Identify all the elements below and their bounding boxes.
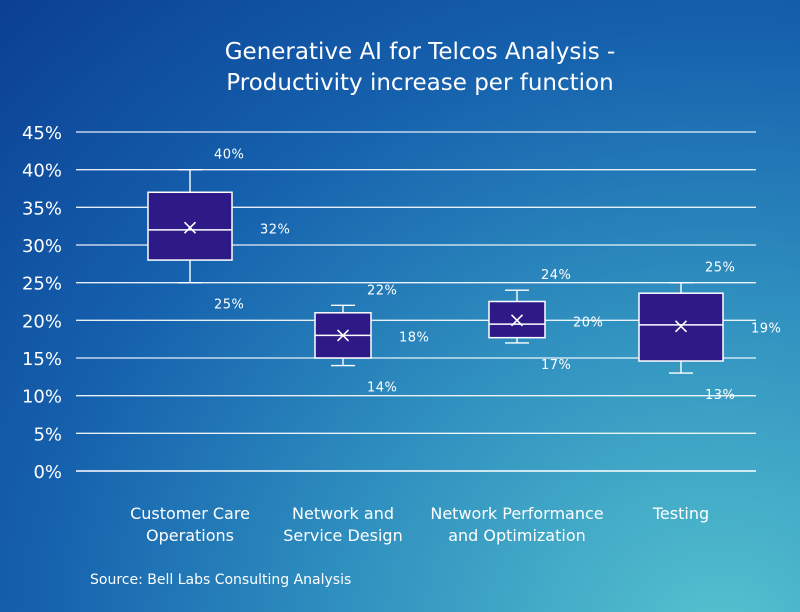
iqr-box bbox=[147, 191, 233, 261]
y-axis-ticks: 0% 5% 10% 15% 20% 25% 30% 35% 40% 45% bbox=[22, 123, 62, 483]
y-tick-label: 35% bbox=[22, 198, 62, 219]
box-group: 22% 18% 14% bbox=[314, 283, 429, 396]
mean-marker bbox=[336, 329, 350, 342]
box-group: 24% 20% 17% bbox=[488, 268, 603, 373]
mean-label: 18% bbox=[399, 330, 429, 345]
mean-marker bbox=[674, 320, 688, 333]
box-group: 25% 19% 13% bbox=[638, 261, 781, 403]
chart-title-line: Generative AI for Telcos Analysis - bbox=[225, 39, 616, 65]
y-tick-label: 25% bbox=[22, 274, 62, 295]
max-label: 22% bbox=[367, 283, 397, 298]
y-tick-label: 5% bbox=[33, 424, 62, 445]
mean-label: 19% bbox=[751, 321, 781, 336]
box-group: 40% 32% 25% bbox=[147, 148, 290, 313]
category-label: Customer Care bbox=[130, 504, 250, 523]
x-axis-categories: Customer Care Operations Network and Servic… bbox=[130, 504, 709, 545]
y-tick-label: 40% bbox=[22, 161, 62, 182]
source-note: Source: Bell Labs Consulting Analysis bbox=[90, 572, 351, 588]
mean-marker bbox=[183, 221, 197, 234]
y-tick-label: 30% bbox=[22, 236, 62, 257]
y-tick-label: 15% bbox=[22, 349, 62, 370]
category-label: Testing bbox=[652, 504, 709, 523]
max-label: 24% bbox=[541, 268, 571, 283]
chart-title-line: Productivity increase per function bbox=[226, 70, 613, 96]
min-label: 25% bbox=[214, 298, 244, 313]
category-label: Operations bbox=[146, 526, 234, 545]
category-label: Network and bbox=[292, 504, 394, 523]
boxes: 40% 32% 25% 22% 18% 14% 24% 20% 17% 25% 19% 13% bbox=[147, 148, 781, 403]
category-label: Service Design bbox=[283, 526, 402, 545]
y-tick-label: 10% bbox=[22, 387, 62, 408]
mean-label: 20% bbox=[573, 315, 603, 330]
y-tick-label: 0% bbox=[33, 462, 62, 483]
category-label: and Optimization bbox=[448, 526, 586, 545]
min-label: 13% bbox=[705, 388, 735, 403]
min-label: 14% bbox=[367, 381, 397, 396]
y-tick-label: 45% bbox=[22, 123, 62, 144]
mean-label: 32% bbox=[260, 223, 290, 238]
mean-marker bbox=[510, 314, 524, 327]
category-label: Network Performance bbox=[430, 504, 603, 523]
max-label: 25% bbox=[705, 261, 735, 276]
y-tick-label: 20% bbox=[22, 311, 62, 332]
max-label: 40% bbox=[214, 148, 244, 163]
chart-title: Generative AI for Telcos Analysis - Produ… bbox=[225, 39, 616, 96]
min-label: 17% bbox=[541, 358, 571, 373]
